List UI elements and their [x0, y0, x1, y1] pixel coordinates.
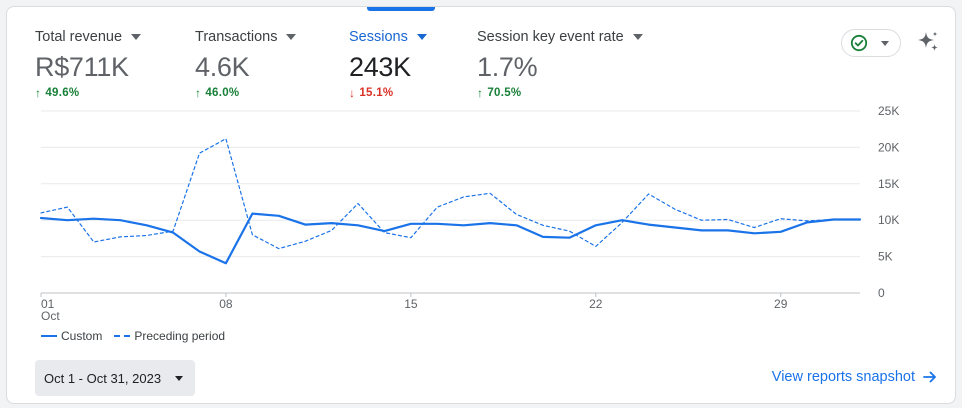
metric-label: Sessions [349, 26, 427, 48]
metric-session-key-event-rate[interactable]: Session key event rate 1.7% ↑ 70.5% [477, 26, 643, 100]
metric-change: ↑ 46.0% [195, 86, 240, 100]
metric-value: R$711K [35, 52, 129, 82]
chart-legend: Custom Preceding period [41, 329, 237, 343]
caret-down-icon [286, 34, 297, 40]
arrow-right-icon [923, 371, 936, 383]
x-tick-label: 08 [219, 297, 233, 311]
metric-value: 1.7% [477, 52, 538, 82]
metric-total-revenue[interactable]: Total revenue R$711K ↑ 49.6% [35, 26, 142, 100]
metric-transactions[interactable]: Transactions 4.6K ↑ 46.0% [195, 26, 297, 100]
legend-label: Preceding period [134, 329, 226, 343]
legend-item-preceding: Preceding period [114, 329, 225, 343]
metric-value: 243K [349, 52, 411, 82]
legend-label: Custom [61, 329, 103, 343]
caret-down-icon [131, 34, 142, 40]
caret-down-icon [175, 375, 184, 381]
x-tick-label: 01 [41, 297, 55, 311]
caret-down-icon [881, 40, 889, 46]
x-tick-label: 29 [774, 297, 788, 311]
active-metric-indicator [367, 7, 435, 11]
check-circle-icon [850, 34, 868, 52]
view-link-label: View reports snapshot [771, 369, 915, 385]
overview-card: Total revenue R$711K ↑ 49.6% Transactions… [6, 6, 956, 404]
series-line-preceding-period [40, 138, 835, 250]
metric-label: Transactions [195, 26, 297, 48]
metric-value: 4.6K [195, 52, 250, 82]
view-reports-snapshot-link[interactable]: View reports snapshot [772, 369, 937, 385]
metric-change: ↓ 15.1% [349, 86, 394, 100]
arrow-up-icon: ↑ [35, 86, 42, 100]
metric-sessions[interactable]: Sessions 243K ↓ 15.1% [349, 26, 427, 100]
metric-change: ↑ 70.5% [477, 86, 522, 100]
series-line-custom [39, 212, 862, 265]
status-dropdown[interactable] [841, 29, 901, 57]
x-tick-sublabel: Oct [41, 309, 60, 323]
arrow-down-icon: ↓ [349, 86, 356, 100]
y-tick-label: 5K [878, 250, 893, 264]
x-tick-label: 15 [404, 297, 418, 311]
legend-item-custom: Custom [41, 329, 102, 343]
sparkle-icon[interactable] [915, 29, 941, 55]
date-range-label: Oct 1 - Oct 31, 2023 [44, 370, 162, 386]
y-tick-label: 20K [878, 140, 899, 154]
metric-change: ↑ 49.6% [35, 86, 80, 100]
arrow-up-icon: ↑ [195, 86, 202, 100]
caret-down-icon [632, 34, 643, 40]
dashed-line-swatch [114, 335, 131, 337]
metric-label: Session key event rate [477, 26, 643, 48]
y-tick-label: 10K [878, 213, 899, 227]
solid-line-swatch [41, 335, 57, 337]
caret-down-icon [416, 34, 427, 40]
arrow-up-icon: ↑ [477, 86, 484, 100]
metric-label: Total revenue [35, 26, 142, 48]
x-tick-label: 22 [589, 297, 603, 311]
y-tick-label: 15K [878, 177, 899, 191]
y-tick-label: 25K [878, 104, 899, 118]
y-tick-label: 0 [878, 286, 885, 300]
date-range-button[interactable]: Oct 1 - Oct 31, 2023 [35, 360, 195, 396]
